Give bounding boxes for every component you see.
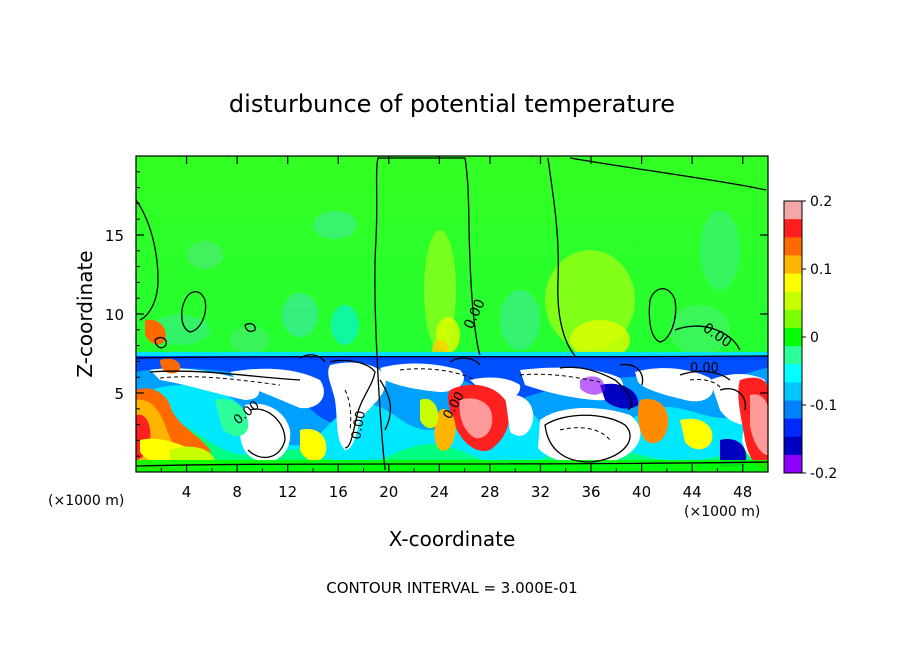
colorbar-tick-label: 0 — [810, 330, 819, 346]
colorbar-ticks: 0.2 0.1 0 -0.1 -0.2 — [802, 194, 837, 482]
x-axis-label: X-coordinate — [389, 527, 516, 551]
colorbar-tick-label: -0.1 — [810, 398, 837, 414]
contour-interval-note: CONTOUR INTERVAL = 3.000E-01 — [326, 579, 577, 597]
x-unit-label-right: (×1000 m) — [684, 504, 760, 520]
colorbar-swatch — [784, 327, 802, 347]
chart-title: disturbunce of potential temperature — [229, 90, 675, 118]
x-tick-label: 4 — [182, 483, 192, 501]
colorbar-swatch — [784, 400, 802, 420]
x-tick-label: 28 — [480, 483, 499, 501]
colorbar-swatch — [784, 454, 802, 474]
x-tick-label: 36 — [581, 483, 600, 501]
contour-label: 0.00 — [349, 410, 369, 441]
colorbar-swatch — [784, 201, 802, 220]
x-tick-label: 44 — [683, 483, 702, 501]
inversion-band — [136, 352, 768, 359]
colorbar-swatch — [784, 237, 802, 256]
colorbar-swatch — [784, 346, 802, 365]
colorbar-tick-label: -0.2 — [810, 466, 837, 482]
colorbar-tick-label: 0.1 — [810, 262, 832, 278]
x-tick-label: 40 — [632, 483, 651, 501]
colorbar-swatch — [784, 273, 802, 293]
y-axis-label: Z-coordinate — [73, 250, 97, 377]
colorbar-swatch — [784, 255, 802, 275]
x-axis: 4 8 12 16 20 24 28 32 36 40 44 48 — [160, 156, 752, 501]
colorbar-swatch — [784, 382, 802, 401]
colorbar-swatch — [784, 364, 802, 383]
plot-area: 0.00 0.00 0.00 0.00 0.00 0.00 — [136, 156, 768, 472]
contour-lines-negative — [159, 368, 723, 441]
upper-field-features — [150, 210, 740, 360]
y-axis: 5 10 15 — [105, 171, 768, 457]
colorbar-swatch — [784, 309, 802, 329]
x-tick-label: 20 — [379, 483, 398, 501]
colorbar-swatch — [784, 436, 802, 456]
y-tick-label: 10 — [105, 306, 124, 324]
x-tick-label: 16 — [329, 483, 348, 501]
colorbar — [783, 200, 803, 474]
colorbar-tick-label: 0.2 — [810, 194, 832, 210]
x-tick-label: 8 — [232, 483, 242, 501]
y-tick-label: 15 — [105, 227, 124, 245]
y-tick-label: 5 — [114, 385, 124, 403]
x-unit-label-left: (×1000 m) — [48, 493, 124, 509]
x-tick-label: 48 — [733, 483, 752, 501]
x-tick-label: 12 — [278, 483, 297, 501]
x-tick-label: 24 — [430, 483, 449, 501]
colorbar-swatch — [784, 291, 802, 311]
x-tick-label: 32 — [531, 483, 550, 501]
colorbar-swatch — [784, 219, 802, 238]
colorbar-swatch — [784, 418, 802, 438]
contour-lines — [136, 157, 768, 471]
contour-label: 0.00 — [690, 361, 719, 376]
